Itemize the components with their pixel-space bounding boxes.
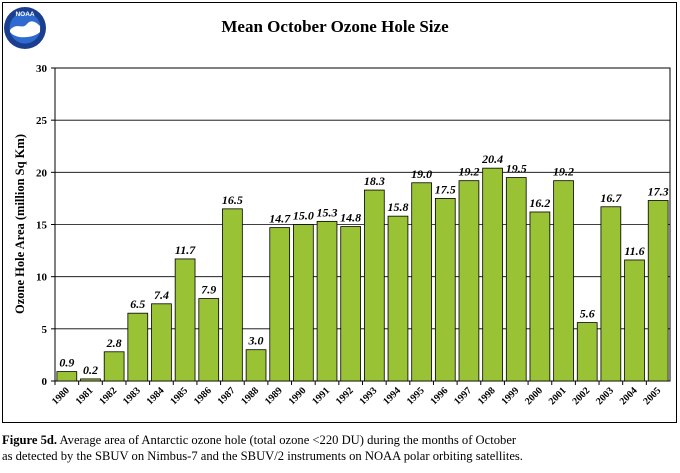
x-tick-label: 1988	[239, 385, 261, 407]
value-label: 19.0	[411, 167, 432, 181]
bar	[56, 371, 78, 382]
bar	[316, 220, 338, 382]
value-label: 3.0	[248, 334, 264, 348]
x-tick-label: 2003	[594, 385, 616, 407]
x-tick-label: 1995	[405, 385, 427, 407]
x-tick-label: 1993	[358, 385, 380, 407]
bar	[505, 177, 527, 382]
value-label: 20.4	[481, 152, 503, 166]
y-tick-label: 25	[36, 115, 48, 127]
x-tick-label: 1983	[121, 385, 143, 407]
value-label: 7.4	[154, 288, 169, 302]
value-label: 2.8	[106, 336, 122, 350]
value-label: 15.3	[317, 205, 338, 219]
bar	[434, 198, 456, 382]
value-label: 5.6	[580, 307, 595, 321]
bar	[103, 351, 125, 382]
y-axis-label: Ozone Hole Area (million Sq Km)	[13, 134, 27, 314]
x-tick-label: 1999	[499, 385, 521, 407]
bar	[198, 298, 220, 382]
value-label: 19.5	[506, 162, 527, 176]
bar	[127, 312, 149, 382]
y-tick-label: 30	[36, 63, 48, 75]
bar	[222, 208, 243, 382]
caption-label: Figure 5d.	[2, 433, 58, 447]
x-tick-label: 1989	[263, 385, 285, 407]
bar	[529, 211, 551, 382]
bar	[340, 226, 362, 382]
bar	[269, 227, 291, 382]
noaa-logo-icon: NOAA	[4, 7, 46, 49]
ozone-chart: NOAA Mean October Ozone Hole Size Ozone …	[4, 7, 671, 407]
x-tick-label: 2000	[523, 385, 545, 407]
figure-caption: Figure 5d. Average area of Antarctic ozo…	[2, 432, 678, 464]
bar	[151, 303, 172, 382]
bar	[647, 200, 669, 382]
x-tick-label: 2005	[641, 385, 663, 407]
y-tick-label: 10	[36, 272, 48, 284]
bar	[600, 206, 622, 382]
value-label: 6.5	[130, 297, 145, 311]
plot-area: 0 5 10 15 20 25 30 0.9 1980 0.2 1981 2.8 1982 6.5 1983…	[36, 63, 671, 407]
bar	[293, 224, 314, 382]
value-label: 7.9	[201, 283, 216, 297]
value-label: 19.2	[458, 165, 479, 179]
x-tick-label: 2001	[547, 385, 569, 407]
bar	[245, 349, 267, 382]
bar	[624, 259, 645, 382]
value-label: 16.7	[600, 191, 622, 205]
y-tick-label: 0	[42, 376, 48, 388]
x-tick-label: 2002	[570, 385, 592, 407]
bar	[482, 167, 503, 382]
x-tick-label: 1982	[97, 385, 119, 407]
caption-text: Average area of Antarctic ozone hole (to…	[59, 433, 517, 447]
y-tick-label: 15	[36, 220, 48, 232]
bar	[458, 180, 480, 382]
value-label: 11.6	[624, 244, 644, 258]
x-tick-label: 1998	[476, 385, 498, 407]
y-tick-label: 5	[42, 324, 48, 336]
value-label: 14.7	[269, 212, 291, 226]
logo-text: NOAA	[15, 11, 34, 18]
x-tick-label: 1991	[310, 385, 332, 407]
value-label: 18.3	[364, 174, 385, 188]
x-tick-label: 1992	[334, 385, 356, 407]
bar	[411, 182, 432, 382]
value-label: 0.9	[59, 356, 74, 370]
value-label: 16.2	[529, 196, 550, 210]
value-label: 0.2	[83, 363, 98, 377]
x-tick-label: 1985	[168, 385, 190, 407]
value-label: 15.0	[293, 209, 314, 223]
value-label: 19.2	[553, 165, 574, 179]
value-label: 14.8	[340, 211, 361, 225]
bar	[387, 215, 409, 382]
bar	[363, 189, 385, 382]
bar	[80, 378, 101, 382]
x-tick-label: 1980	[50, 385, 72, 407]
x-tick-label: 1986	[192, 385, 214, 407]
value-label: 17.5	[435, 182, 456, 196]
chart-title: Mean October Ozone Hole Size	[221, 17, 449, 36]
value-label: 15.8	[387, 200, 408, 214]
value-label: 17.3	[648, 185, 669, 199]
caption-text-2: as detected by the SBUV on Nimbus-7 and …	[2, 449, 523, 463]
y-tick-label: 20	[36, 167, 48, 179]
x-tick-label: 1987	[216, 385, 238, 407]
x-tick-label: 1981	[74, 385, 96, 407]
value-label: 16.5	[222, 193, 243, 207]
x-tick-label: 1984	[145, 385, 167, 407]
x-tick-label: 1994	[381, 385, 403, 407]
x-tick-label: 1990	[287, 385, 309, 407]
x-tick-label: 1997	[452, 385, 474, 407]
bar	[553, 180, 574, 382]
bar	[174, 258, 196, 382]
bar	[576, 322, 598, 382]
x-tick-label: 1996	[428, 385, 450, 407]
value-label: 11.7	[175, 243, 196, 257]
x-tick-label: 2004	[618, 385, 640, 407]
